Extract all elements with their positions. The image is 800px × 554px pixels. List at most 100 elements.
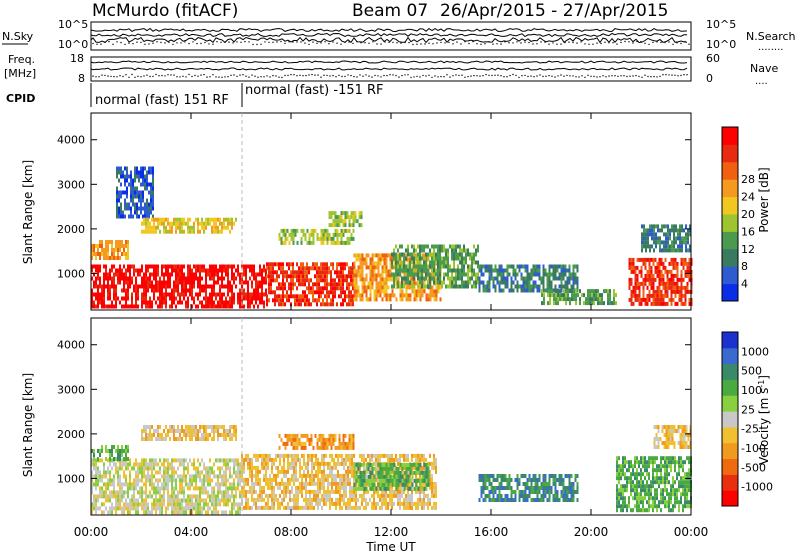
range-gate-cell (459, 276, 461, 281)
range-gate-cell (672, 273, 675, 278)
range-gate-cell (239, 494, 241, 499)
range-gate-cell (169, 221, 171, 226)
range-gate-cell (313, 497, 315, 502)
nsearch-dot (412, 43, 414, 46)
range-gate-cell (135, 284, 137, 289)
range-gate-cell (113, 486, 115, 491)
range-gate-cell (642, 281, 645, 286)
range-gate-cell (330, 236, 333, 241)
range-gate-cell (332, 266, 334, 271)
nave-dot (572, 75, 574, 77)
range-gate-cell (461, 248, 463, 253)
nave-dot (494, 74, 496, 77)
range-gate-cell (393, 284, 395, 289)
nave-dot (518, 76, 520, 79)
range-gate-cell (151, 272, 153, 277)
range-gate-cell (293, 453, 295, 458)
range-gate-cell (453, 248, 455, 253)
range-gate-cell (149, 264, 151, 269)
range-gate-cell (326, 262, 328, 267)
range-gate-cell (99, 296, 101, 301)
range-gate-cell (377, 457, 379, 462)
range-gate-cell (191, 272, 193, 277)
range-gate-cell (445, 272, 447, 277)
range-gate-cell (117, 470, 119, 475)
range-gate-cell (223, 292, 225, 297)
range-gate-cell (121, 498, 123, 503)
range-gate-cell (149, 510, 151, 515)
range-gate-cell (510, 284, 513, 289)
range-gate-cell (463, 256, 465, 261)
range-gate-cell (101, 474, 103, 479)
range-gate-cell (403, 252, 405, 257)
range-gate-cell (93, 284, 95, 289)
range-gate-cell (183, 474, 185, 479)
range-gate-cell (291, 477, 293, 482)
range-gate-cell (268, 266, 270, 271)
range-gate-cell (322, 266, 324, 271)
range-gate-cell (211, 486, 213, 491)
range-gate-cell (318, 290, 320, 295)
range-gate-cell (130, 190, 132, 195)
range-gate-cell (682, 277, 685, 282)
range-gate-cell (128, 206, 130, 211)
range-gate-cell (249, 489, 251, 494)
range-gate-cell (303, 473, 305, 478)
range-gate-cell (171, 486, 173, 491)
range-gate-cell (546, 280, 549, 285)
range-gate-cell (105, 494, 107, 499)
range-gate-cell (660, 301, 663, 306)
range-gate-cell (325, 489, 327, 494)
range-gate-cell (325, 477, 327, 482)
range-gate-cell (207, 268, 209, 273)
range-gate-cell (243, 280, 245, 285)
range-gate-cell (171, 288, 173, 293)
nave-dot (524, 74, 526, 77)
range-gate-cell (375, 477, 377, 482)
range-gate-cell (195, 276, 197, 281)
range-gate-cell (219, 490, 221, 495)
range-gate-cell (201, 478, 203, 483)
range-gate-cell (337, 501, 339, 506)
range-gate-cell (421, 268, 423, 273)
range-gate-cell (301, 481, 303, 486)
range-gate-cell (163, 462, 165, 467)
range-gate-cell (167, 486, 169, 491)
range-gate-cell (245, 477, 247, 482)
range-gate-cell (548, 272, 551, 277)
range-gate-cell (341, 473, 343, 478)
range-gate-cell (363, 493, 365, 498)
range-gate-cell (673, 232, 675, 237)
range-gate-cell (375, 273, 378, 278)
range-gate-cell (177, 498, 179, 503)
range-gate-cell (352, 266, 354, 271)
range-gate-cell (516, 288, 519, 293)
range-gate-cell (288, 266, 290, 271)
range-gate-cell (153, 502, 155, 507)
range-gate-cell (314, 282, 316, 287)
range-gate-cell (340, 236, 343, 241)
nave-dot (668, 74, 670, 76)
range-gate-cell (125, 296, 127, 301)
range-gate-cell (329, 473, 331, 478)
range-gate-cell (237, 470, 239, 475)
range-gate-cell (411, 277, 414, 282)
range-gate-cell (383, 257, 386, 262)
range-gate-cell (349, 493, 351, 498)
range-gate-cell (147, 470, 149, 475)
range-gate-cell (185, 498, 187, 503)
range-gate-cell (298, 270, 300, 275)
range-gate-cell (251, 485, 253, 490)
range-gate-cell (261, 461, 263, 466)
range-gate-cell (661, 224, 663, 229)
range-gate-cell (221, 304, 223, 309)
range-gate-cell (668, 269, 671, 274)
range-gate-cell (346, 262, 348, 267)
range-gate-cell (265, 465, 267, 470)
range-gate-cell (302, 232, 305, 237)
range-gate-cell (295, 497, 297, 502)
range-gate-cell (317, 461, 319, 466)
range-gate-cell (324, 270, 326, 275)
range-gate-cell (680, 277, 683, 282)
range-gate-cell (341, 497, 343, 502)
